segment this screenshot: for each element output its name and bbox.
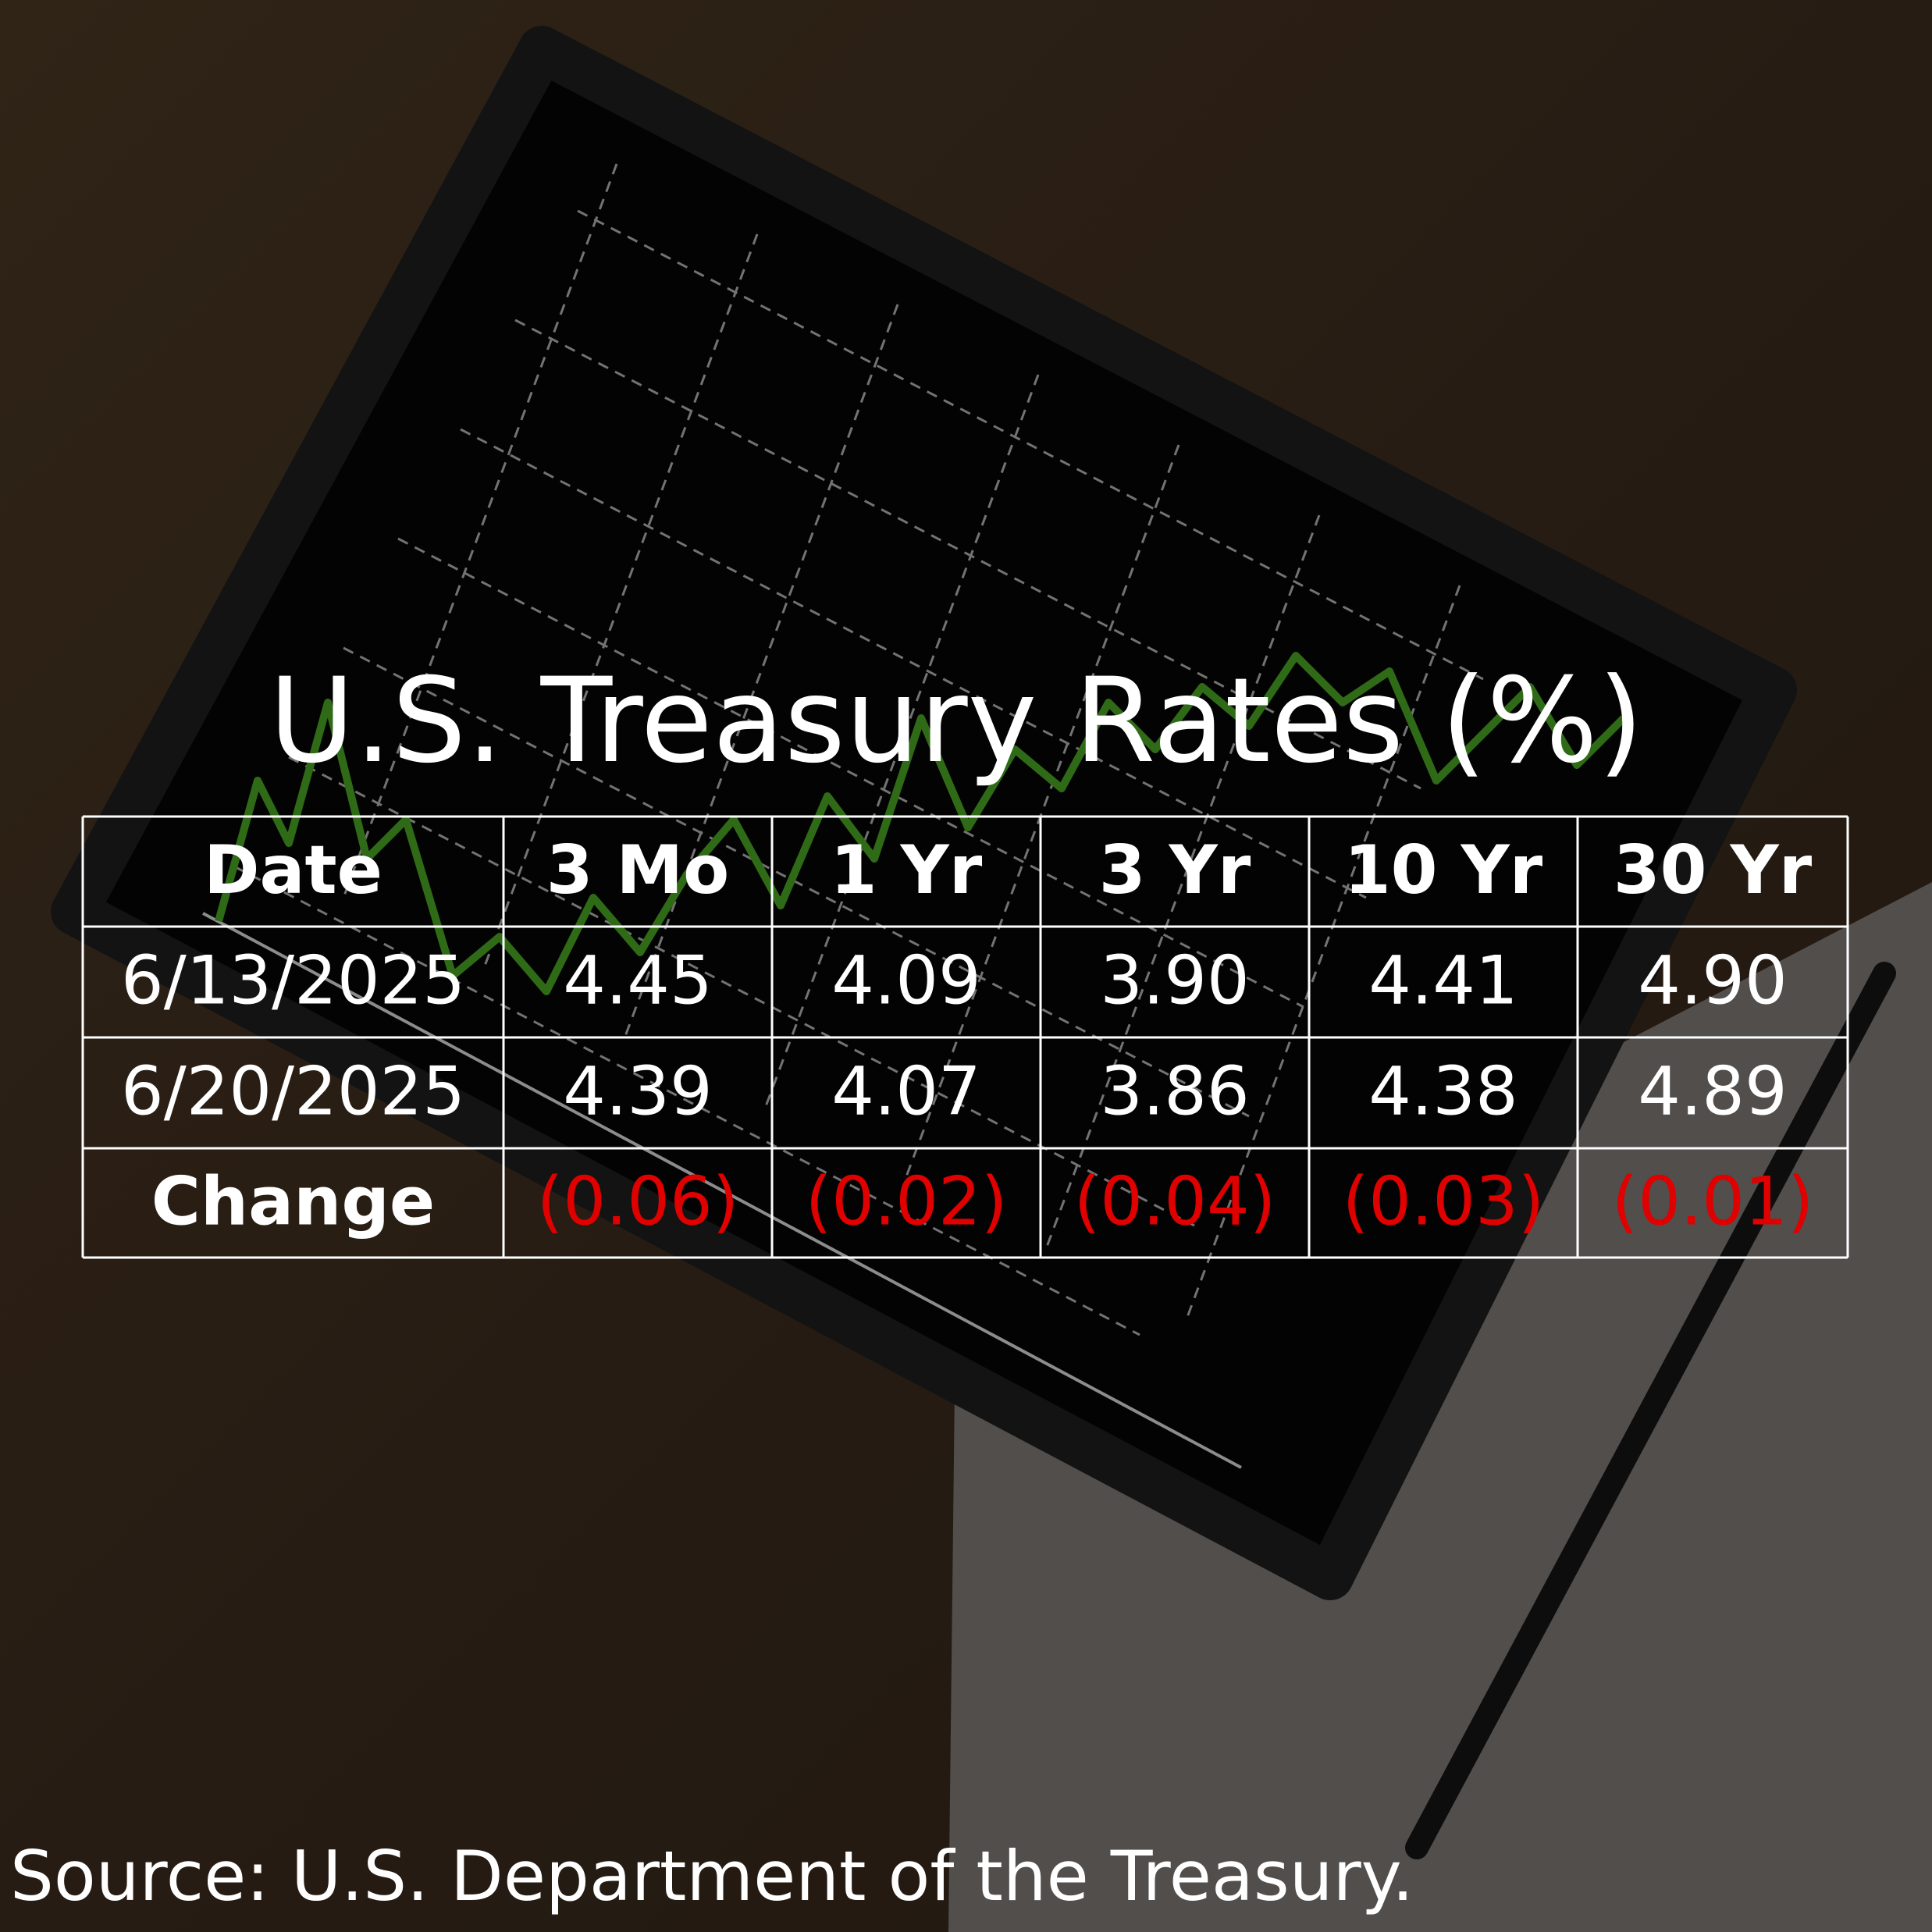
table-cell: 4.90 [1638,941,1787,1019]
table-cell: (0.01) [1612,1162,1814,1240]
table-cell: Change [151,1162,435,1240]
table-cell: 6/13/2025 [121,941,465,1019]
table-cell: 4.39 [563,1052,712,1130]
table-cell: 4.41 [1368,941,1517,1019]
table-cell: (0.04) [1074,1162,1276,1240]
title: U.S. Treasury Rates (%) [269,653,1644,789]
pencil [1405,962,1896,1859]
tablet-chart-line [215,652,1627,995]
header-cell: Date [204,831,382,909]
table-cell: 4.07 [831,1052,980,1130]
table-cell: 4.45 [563,941,712,1019]
table-cell: 3.86 [1100,1052,1249,1130]
table-cell: (0.03) [1343,1162,1545,1240]
header-cell: 1 Yr [831,831,983,909]
table-cell: (0.02) [806,1162,1008,1240]
header-cell: 10 Yr [1344,831,1543,909]
header-cell: 30 Yr [1614,831,1813,909]
table-cell: 6/20/2025 [121,1052,465,1130]
table-cell: 4.09 [831,941,980,1019]
header-cell: 3 Yr [1099,831,1251,909]
table-cell: 4.38 [1368,1052,1517,1130]
tablet [51,26,1797,1600]
header-cell: 3 Mo [546,831,729,909]
source-note: Source: U.S. Department of the Treasury. [10,1836,1414,1916]
table-cell: 3.90 [1100,941,1249,1019]
table-cell: (0.06) [537,1162,739,1240]
table: Date 3 Mo 1 Yr 3 Yr 10 Yr 30 Yr 6/13/2025 4.45 4… [81,815,1849,1259]
tablet-axis [202,912,1242,1469]
table-cell: 4.89 [1638,1052,1787,1130]
